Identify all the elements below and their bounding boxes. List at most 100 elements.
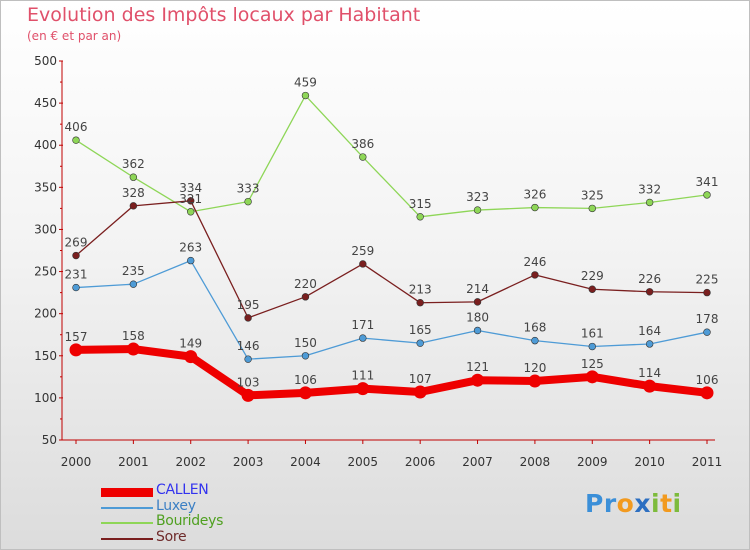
x-tick-label: 2002: [175, 455, 206, 469]
data-point: [703, 288, 711, 297]
data-label: 263: [179, 241, 202, 255]
data-point: [184, 350, 198, 364]
legend-label: CALLEN: [156, 482, 209, 498]
x-tick-label: 2004: [290, 455, 321, 469]
data-label: 325: [581, 188, 604, 202]
data-point: [416, 213, 424, 221]
data-point: [72, 283, 80, 292]
proxiti-logo: Proxiti: [585, 489, 682, 518]
data-point: [531, 203, 539, 212]
data-label: 111: [351, 369, 374, 383]
data-label: 164: [638, 324, 661, 338]
data-point: [359, 260, 367, 268]
data-point: [413, 385, 427, 399]
data-point: [187, 208, 195, 216]
data-point: [700, 386, 714, 400]
data-label: 106: [696, 373, 719, 387]
data-point: [645, 198, 654, 207]
x-tick-label: 2011: [692, 455, 723, 469]
data-label: 178: [696, 312, 719, 326]
logo-letter: i: [672, 489, 682, 518]
data-point: [129, 280, 138, 288]
series-line: [72, 345, 711, 400]
data-label: 235: [122, 264, 145, 278]
data-label: 114: [638, 366, 661, 380]
data-point: [645, 288, 654, 296]
chart-axes: 50 100 150 200 250 300 350 400 450 500 2000 2001 200…: [34, 54, 722, 469]
data-point: [72, 136, 80, 144]
logo-letter: o: [616, 489, 635, 518]
data-label: 334: [179, 181, 202, 195]
data-label: 171: [351, 318, 374, 332]
data-point: [531, 271, 539, 279]
data-point: [69, 343, 83, 357]
data-label: 168: [523, 321, 546, 335]
data-label: 125: [581, 357, 604, 371]
data-label: 103: [237, 375, 260, 389]
data-point: [244, 314, 252, 322]
data-label: 332: [638, 182, 661, 196]
y-tick-label: 300: [34, 222, 57, 236]
legend-swatch: [101, 506, 153, 509]
logo-letter: i: [651, 489, 661, 518]
series-sore: [72, 197, 711, 322]
data-point: [244, 197, 252, 206]
data-label: 229: [581, 269, 604, 283]
data-label: 225: [696, 273, 719, 287]
data-point: [528, 374, 542, 388]
logo-letter: r: [603, 489, 617, 518]
data-point: [301, 91, 310, 100]
y-tick-label: 200: [34, 307, 57, 321]
data-point: [416, 299, 424, 307]
legend-label: Sore: [156, 528, 187, 545]
chart-title: Evolution des Impôts locaux par Habitant: [27, 4, 421, 26]
data-label: 259: [351, 244, 374, 258]
data-label: 323: [466, 190, 489, 204]
y-tick-label: 500: [34, 54, 57, 68]
data-label: 315: [409, 197, 432, 211]
data-point: [473, 298, 482, 306]
data-point: [585, 370, 599, 384]
logo-letter: x: [634, 489, 651, 518]
data-label: 220: [294, 277, 317, 291]
data-label: 328: [122, 186, 145, 200]
data-label: 341: [696, 175, 719, 189]
data-label: 195: [237, 298, 260, 312]
data-label: 150: [294, 336, 317, 350]
data-point: [473, 206, 482, 214]
data-label: 165: [409, 323, 432, 337]
data-point: [187, 197, 195, 205]
data-point: [703, 191, 711, 199]
data-point: [531, 336, 539, 345]
data-label: 149: [179, 337, 202, 351]
data-point: [72, 251, 80, 260]
data-point: [126, 342, 140, 356]
data-point: [588, 204, 596, 213]
data-label: 107: [409, 372, 432, 386]
data-label: 180: [466, 311, 489, 325]
x-tick-label: 2010: [634, 455, 665, 469]
data-point: [588, 285, 596, 293]
legend-label: Luxey: [156, 497, 196, 514]
x-tick-label: 2008: [520, 455, 551, 469]
x-tick-label: 2005: [348, 455, 379, 469]
data-label: 146: [237, 339, 260, 353]
series-line: [75, 200, 708, 319]
y-tick-label: 250: [34, 265, 57, 279]
logo-letter: P: [585, 489, 604, 518]
data-labels-layer: 157 158 149 103 106 111 107 121 120 125 114 106 231 2…: [65, 76, 719, 390]
data-label: 386: [351, 137, 374, 151]
data-point: [416, 339, 424, 347]
data-label: 121: [466, 360, 489, 374]
chart-subtitle: (en € et par an): [27, 29, 122, 43]
data-label: 213: [409, 283, 432, 297]
y-tick-label: 100: [34, 391, 57, 405]
y-tick-label: 350: [34, 180, 57, 194]
series-line: [75, 259, 708, 360]
data-label: 158: [122, 329, 145, 343]
legend-label: Bourideys: [156, 513, 224, 529]
data-point: [588, 342, 596, 351]
data-point: [298, 386, 312, 400]
data-label: 459: [294, 76, 317, 90]
